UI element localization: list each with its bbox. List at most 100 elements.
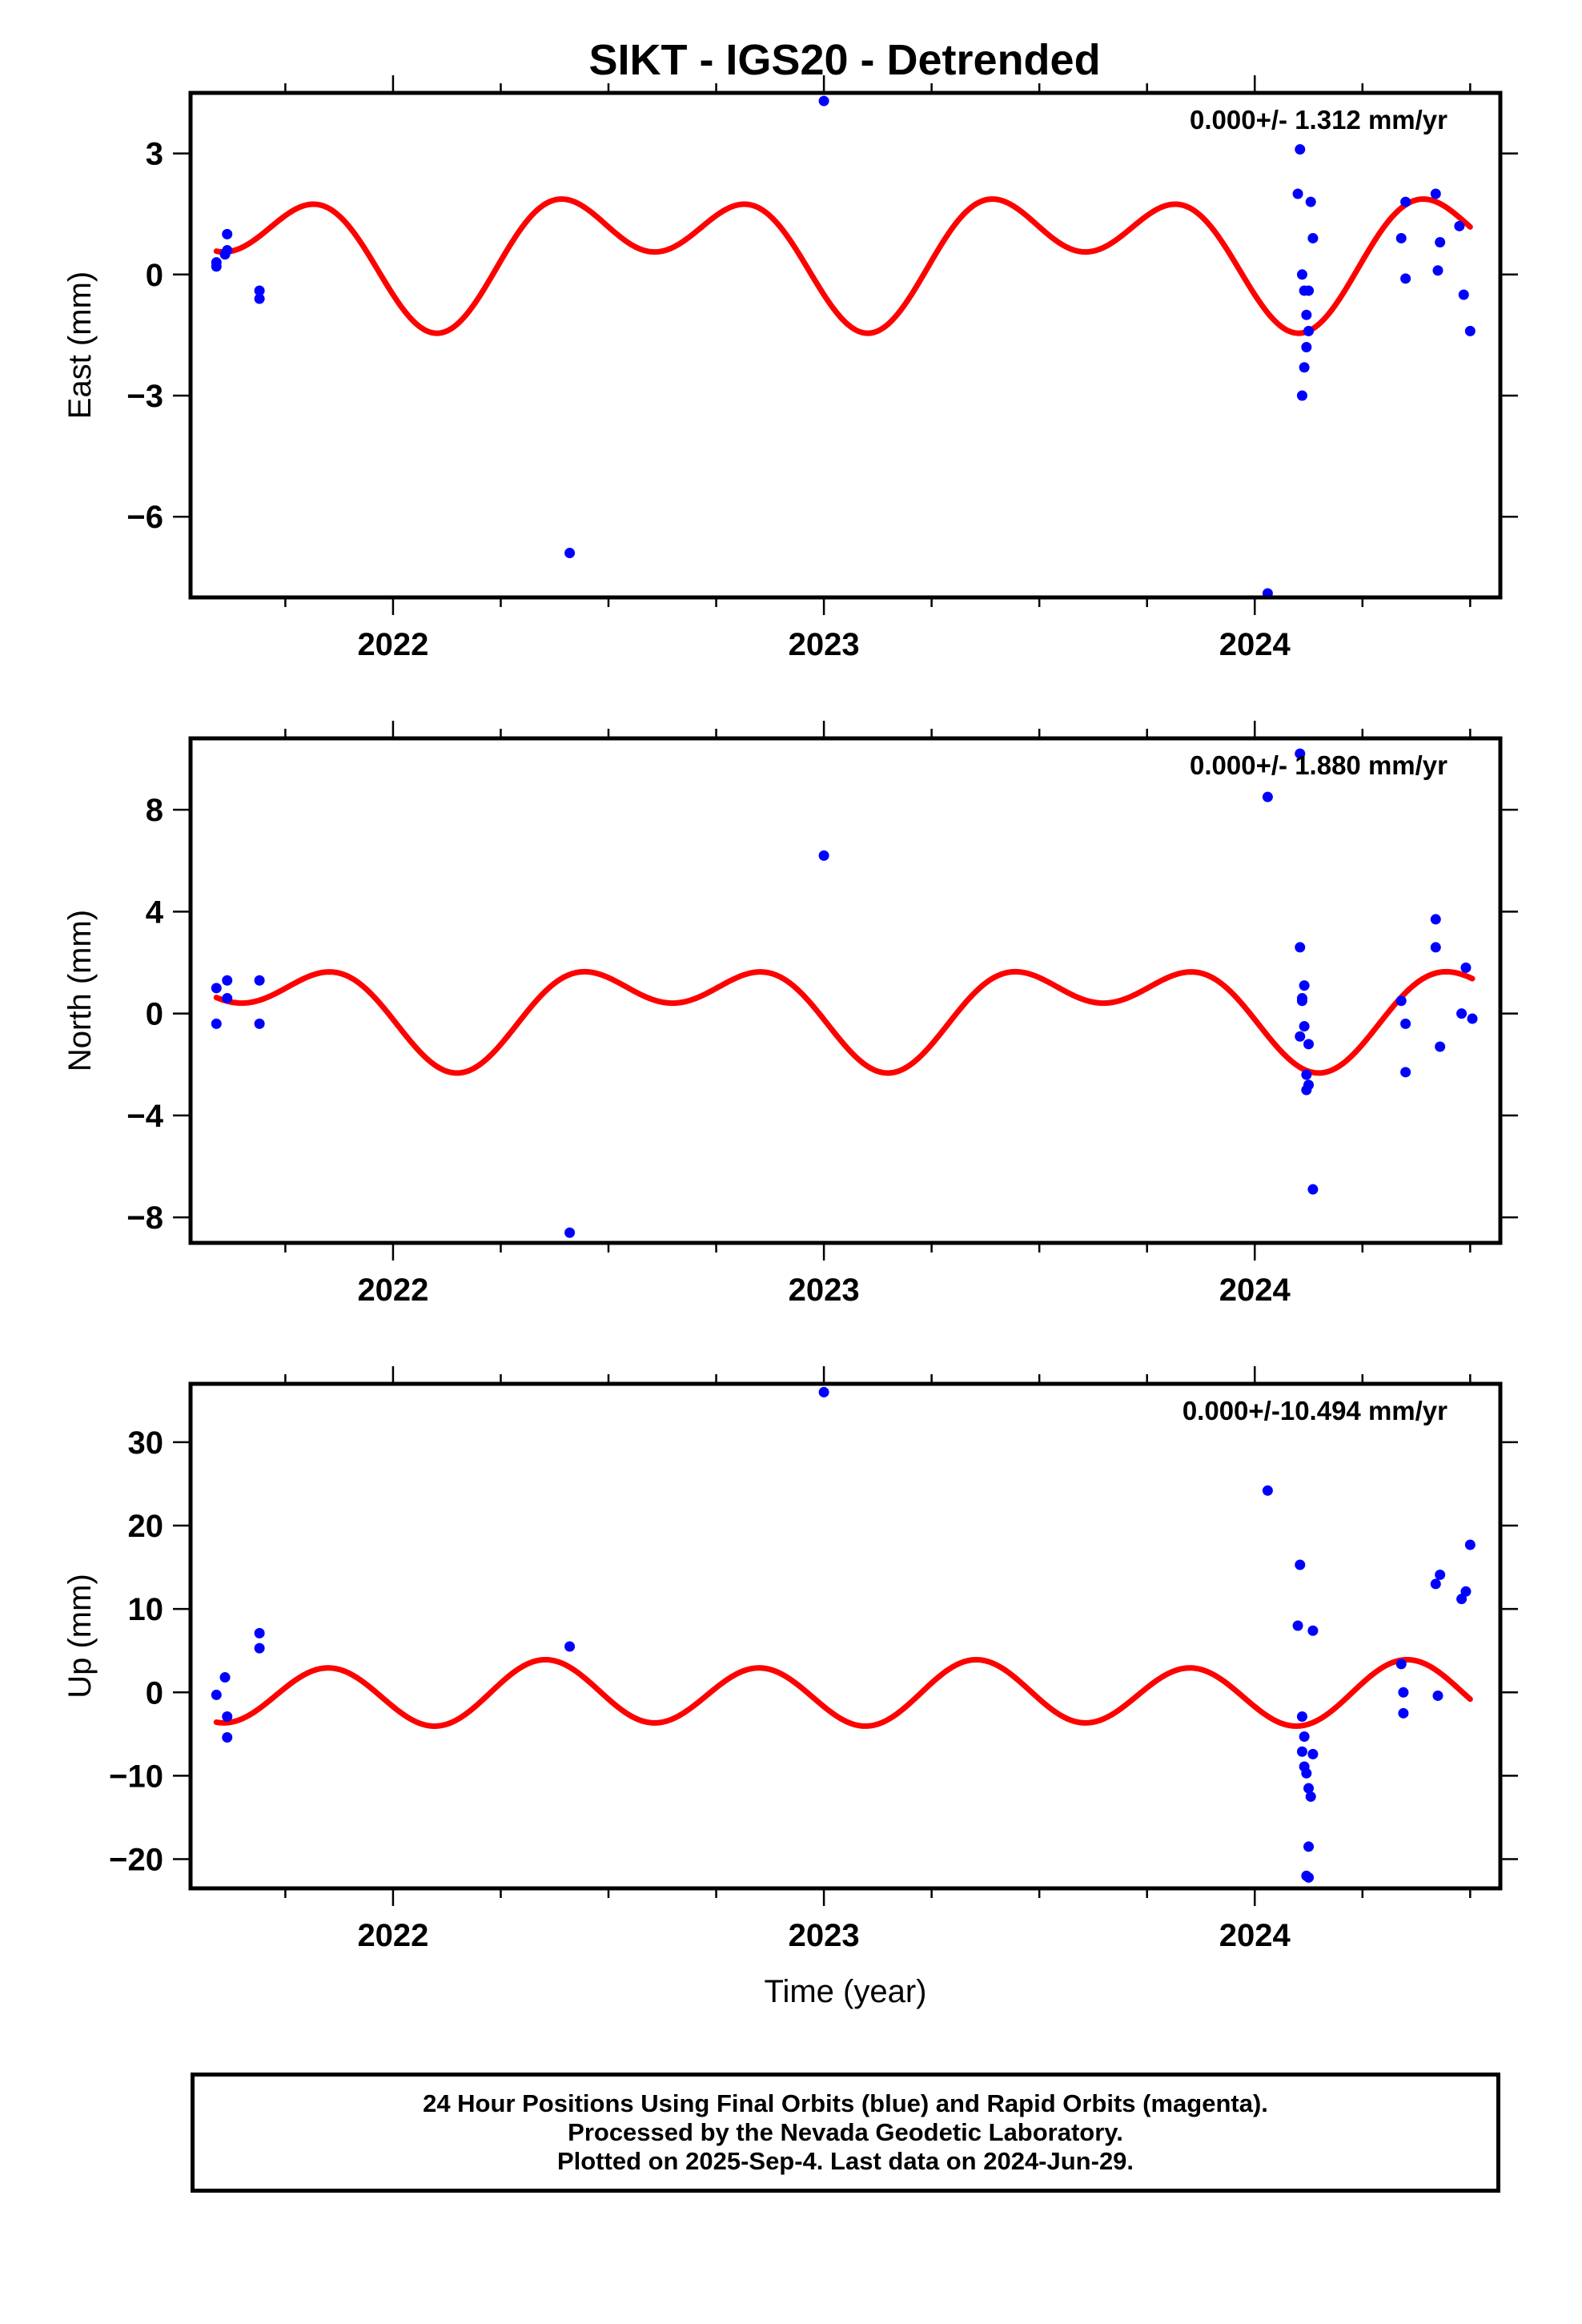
- data-point-up: [1307, 1748, 1319, 1759]
- data-point-east: [1307, 232, 1319, 243]
- data-point-up: [1398, 1687, 1409, 1698]
- data-point-north: [1301, 1084, 1312, 1096]
- data-point-up: [1262, 1485, 1273, 1496]
- data-point-east: [1435, 236, 1446, 247]
- y-tick-label: 20: [128, 1509, 164, 1544]
- data-point-east: [1292, 188, 1303, 199]
- data-point-north: [211, 983, 222, 994]
- model-fit-line-north: [213, 968, 1476, 1076]
- panel-up: 2022 2023 2024 30 20 10 0 −10 −20 Up (mm) Time (ye…: [62, 1366, 1518, 2009]
- y-tick-label: 8: [146, 793, 163, 828]
- data-point-east: [1299, 362, 1310, 373]
- data-point-east: [1303, 285, 1315, 296]
- y-tick-label: 0: [146, 997, 163, 1032]
- y-tick-label: 3: [146, 137, 163, 172]
- model-fit-line-up: [213, 1656, 1473, 1729]
- x-tick-label: 2024: [1219, 1918, 1291, 1953]
- y-tick-label: −20: [109, 1843, 163, 1878]
- data-point-north: [1299, 980, 1310, 991]
- y-tick-label: 30: [128, 1425, 164, 1461]
- data-point-north: [254, 975, 265, 986]
- data-point-up: [1295, 1559, 1306, 1570]
- data-point-north: [1400, 1067, 1411, 1078]
- data-point-east: [1430, 188, 1441, 199]
- data-point-north: [254, 1018, 265, 1029]
- y-axis-label-north: North (mm): [62, 910, 98, 1072]
- data-point-up: [1398, 1707, 1409, 1719]
- data-point-north: [1295, 1031, 1306, 1042]
- data-point-north: [818, 850, 829, 861]
- data-point-up: [564, 1641, 576, 1652]
- data-point-north: [1460, 962, 1472, 973]
- data-point-north: [1303, 1039, 1315, 1050]
- panel-north: 2022 2023 2024 8 4 0 −4 −8 North (mm) 0.000+/- 1.…: [62, 721, 1518, 1308]
- y-tick-label: −3: [126, 379, 163, 414]
- data-point-north: [1296, 993, 1307, 1004]
- data-point-north: [211, 1018, 222, 1029]
- data-point-north: [1456, 1008, 1468, 1019]
- y-tick-label: 0: [146, 258, 163, 293]
- data-point-north: [1395, 995, 1407, 1007]
- y-tick-label: 0: [146, 1675, 163, 1711]
- data-point-north: [1295, 942, 1306, 953]
- footer-box: 24 Hour Positions Using Final Orbits (bl…: [191, 2073, 1500, 2193]
- data-point-east: [1400, 196, 1411, 207]
- data-point-up: [1292, 1620, 1303, 1631]
- data-point-up: [1464, 1539, 1476, 1550]
- data-point-north: [222, 993, 233, 1004]
- data-point-up: [254, 1642, 265, 1654]
- data-point-up: [1296, 1746, 1307, 1757]
- x-tick-label: 2024: [1219, 627, 1291, 662]
- y-tick-label: 10: [128, 1592, 164, 1627]
- plot-frame-east: [188, 90, 1503, 600]
- data-point-up: [1305, 1791, 1316, 1802]
- y-tick-label: 4: [146, 895, 164, 930]
- data-point-north: [564, 1227, 576, 1238]
- rate-annotation-up: 0.000+/-10.494 mm/yr: [1182, 1396, 1447, 1425]
- x-axis-label: Time (year): [765, 1974, 927, 2009]
- x-tick-label: 2023: [789, 1918, 860, 1953]
- data-point-east: [1464, 325, 1476, 336]
- data-point-east: [1400, 273, 1411, 284]
- x-tick-label: 2023: [789, 627, 860, 662]
- data-point-north: [1301, 1069, 1312, 1080]
- data-point-up: [1432, 1690, 1443, 1701]
- data-point-east: [1432, 265, 1443, 276]
- y-tick-label: −8: [126, 1200, 163, 1236]
- data-point-up: [1299, 1731, 1310, 1742]
- data-point-east: [818, 95, 829, 107]
- data-point-up: [222, 1711, 233, 1722]
- data-point-up: [219, 1672, 231, 1683]
- data-point-east: [1301, 309, 1312, 320]
- x-tick-label: 2024: [1219, 1273, 1291, 1308]
- data-point-up: [1395, 1659, 1407, 1670]
- x-tick-label: 2022: [357, 1918, 428, 1953]
- data-point-up: [1301, 1767, 1312, 1779]
- y-axis-label-east: East (mm): [62, 271, 98, 419]
- data-point-north: [1307, 1184, 1319, 1195]
- data-point-up: [254, 1627, 265, 1638]
- y-tick-label: −4: [126, 1099, 163, 1134]
- plot-frame-up: [188, 1381, 1503, 1891]
- data-point-north: [1400, 1018, 1411, 1029]
- data-point-up: [222, 1732, 233, 1743]
- data-point-north: [1299, 1021, 1310, 1032]
- data-point-north: [1295, 748, 1306, 759]
- y-axis-label-up: Up (mm): [62, 1574, 98, 1699]
- x-tick-label: 2022: [357, 627, 428, 662]
- data-point-up: [1303, 1783, 1315, 1794]
- x-tick-label: 2022: [357, 1273, 428, 1308]
- footer-line-2: Processed by the Nevada Geodetic Laborat…: [568, 2118, 1123, 2146]
- chart-title: SIKT - IGS20 - Detrended: [588, 36, 1101, 84]
- footer-line-3: Plotted on 2025-Sep-4. Last data on 2024…: [556, 2147, 1134, 2175]
- data-point-north: [1430, 914, 1441, 925]
- y-tick-label: −6: [126, 500, 163, 535]
- rate-annotation-east: 0.000+/- 1.312 mm/yr: [1190, 105, 1447, 135]
- data-point-up: [1296, 1711, 1307, 1722]
- data-point-north: [1262, 791, 1273, 802]
- data-point-east: [222, 228, 233, 239]
- data-point-up: [1303, 1872, 1315, 1883]
- panel-east: 2022 2023 2024 3 0 −3 −6 East (mm) 0.000+/- 1.31…: [62, 75, 1518, 662]
- data-point-east: [1305, 196, 1316, 207]
